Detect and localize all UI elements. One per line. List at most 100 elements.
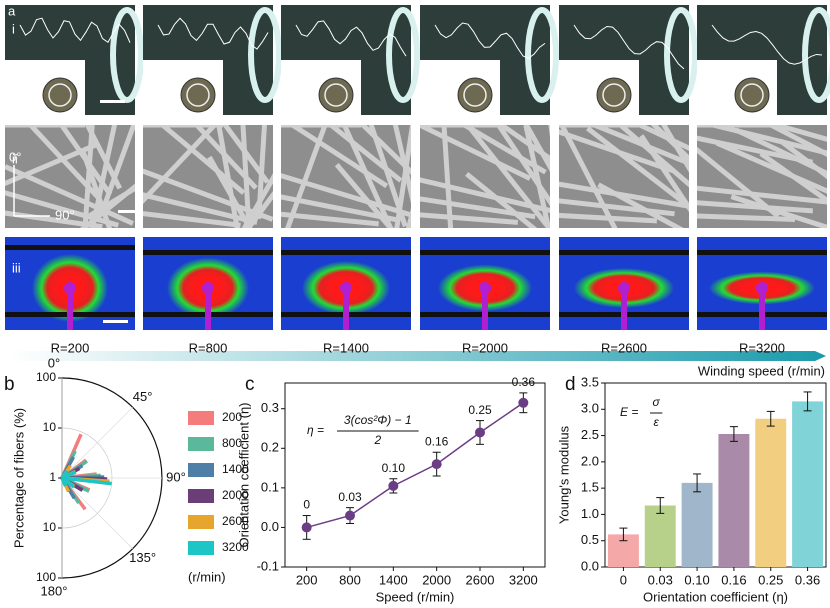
speed-label: R=3200 (739, 340, 785, 355)
fiber (702, 125, 827, 156)
beamstop (281, 250, 411, 255)
annotation: 0.16 (425, 434, 449, 448)
collector (318, 77, 354, 113)
fiber (765, 125, 827, 158)
collector-ring (463, 83, 487, 107)
fiber (281, 173, 411, 218)
fiber (559, 212, 658, 224)
angle-label: 90° (166, 469, 186, 484)
point (301, 522, 312, 533)
x-tick-label: 0.25 (758, 572, 783, 587)
legend-label: 200 (222, 410, 242, 424)
fiber (394, 125, 411, 228)
row-label: ii (12, 151, 18, 166)
fiber (634, 125, 689, 151)
angle-label: 45° (133, 389, 153, 404)
collector (42, 77, 78, 113)
fiber (441, 125, 454, 228)
legend-swatch (188, 489, 214, 503)
angle-label: 0° (48, 355, 60, 370)
beamstop-head (202, 282, 214, 294)
fiber (256, 125, 267, 220)
fiber (143, 192, 258, 225)
polar-bar (61, 476, 112, 486)
collector-ring (186, 83, 210, 107)
fiber (616, 125, 689, 188)
formula: 3(cos²Φ) − 1 (344, 413, 412, 427)
y-tick-label: 0.0 (261, 519, 279, 534)
fiber (143, 125, 218, 205)
scale-bar (118, 210, 143, 213)
x-axis-title: Speed (r/min) (376, 589, 455, 604)
fiber (84, 125, 123, 190)
fiber (778, 138, 827, 180)
bar (644, 505, 676, 567)
beamstop-arm (759, 288, 765, 330)
fiber (734, 127, 827, 177)
fiber (5, 142, 98, 187)
point (518, 397, 529, 408)
speed-label: R=2000 (462, 340, 508, 355)
y-tick-label: 1.5 (581, 480, 599, 495)
legend-label: 2000 (222, 488, 249, 502)
fiber (240, 125, 252, 228)
y-tick-label: 0.0 (581, 558, 599, 573)
beamstop-head (618, 282, 630, 294)
beamstop-head (340, 282, 352, 294)
fiber (58, 125, 113, 196)
y-tick-label: 0.2 (261, 440, 279, 455)
fiber (80, 150, 113, 228)
collector-ring (602, 83, 626, 107)
collector (596, 77, 632, 113)
collector (180, 77, 216, 113)
collector-ring (48, 83, 72, 107)
jet-trace (157, 17, 269, 50)
beamstop (559, 250, 689, 255)
y-tick-label: 0.1 (261, 479, 279, 494)
fiber (715, 140, 827, 194)
collector-ring (324, 83, 348, 107)
point (475, 427, 485, 438)
formula: σ (653, 395, 661, 409)
legend-label: 800 (222, 436, 242, 450)
fiber (697, 185, 827, 205)
legend-title: (r/min) (188, 569, 226, 584)
x-axis-title: Orientation coefficient (η) (643, 589, 788, 604)
speed-label: R=2600 (601, 340, 647, 355)
angle-spoke (61, 407, 133, 479)
r-tick-label: 100 (36, 370, 56, 384)
formula: 2 (373, 433, 381, 447)
beamstop (5, 245, 135, 250)
formula: ε (654, 415, 660, 429)
fiber (559, 129, 674, 173)
beamstop-head (64, 282, 76, 294)
nozzle-glow (110, 7, 144, 103)
y-tick-label: 3.0 (581, 401, 599, 416)
beamstop-head (479, 282, 491, 294)
fiber (597, 182, 684, 228)
angle-spoke (61, 477, 133, 549)
jet-trace (711, 24, 823, 65)
fiber (5, 164, 134, 226)
fiber (5, 210, 103, 228)
x-tick-label: 1400 (379, 572, 408, 587)
annotation: 0.03 (338, 490, 362, 504)
x-tick-label: 0.03 (648, 572, 673, 587)
fiber (193, 125, 258, 190)
fiber (392, 125, 411, 204)
plot-frame (284, 382, 546, 568)
point (345, 510, 355, 521)
nozzle-glow (664, 7, 698, 103)
x-tick-label: 2000 (422, 572, 451, 587)
r-tick-label: 10 (43, 520, 57, 534)
bar (792, 401, 824, 567)
y-axis-title: Percentage of fibers (%) (11, 408, 26, 548)
nozzle-glow (386, 7, 420, 103)
fiber (697, 146, 780, 219)
speed-label: R=1400 (323, 340, 369, 355)
collector-ring (740, 83, 764, 107)
fiber (281, 211, 379, 227)
formula: E = (620, 405, 638, 419)
point (431, 459, 442, 470)
beamstop (420, 250, 550, 255)
